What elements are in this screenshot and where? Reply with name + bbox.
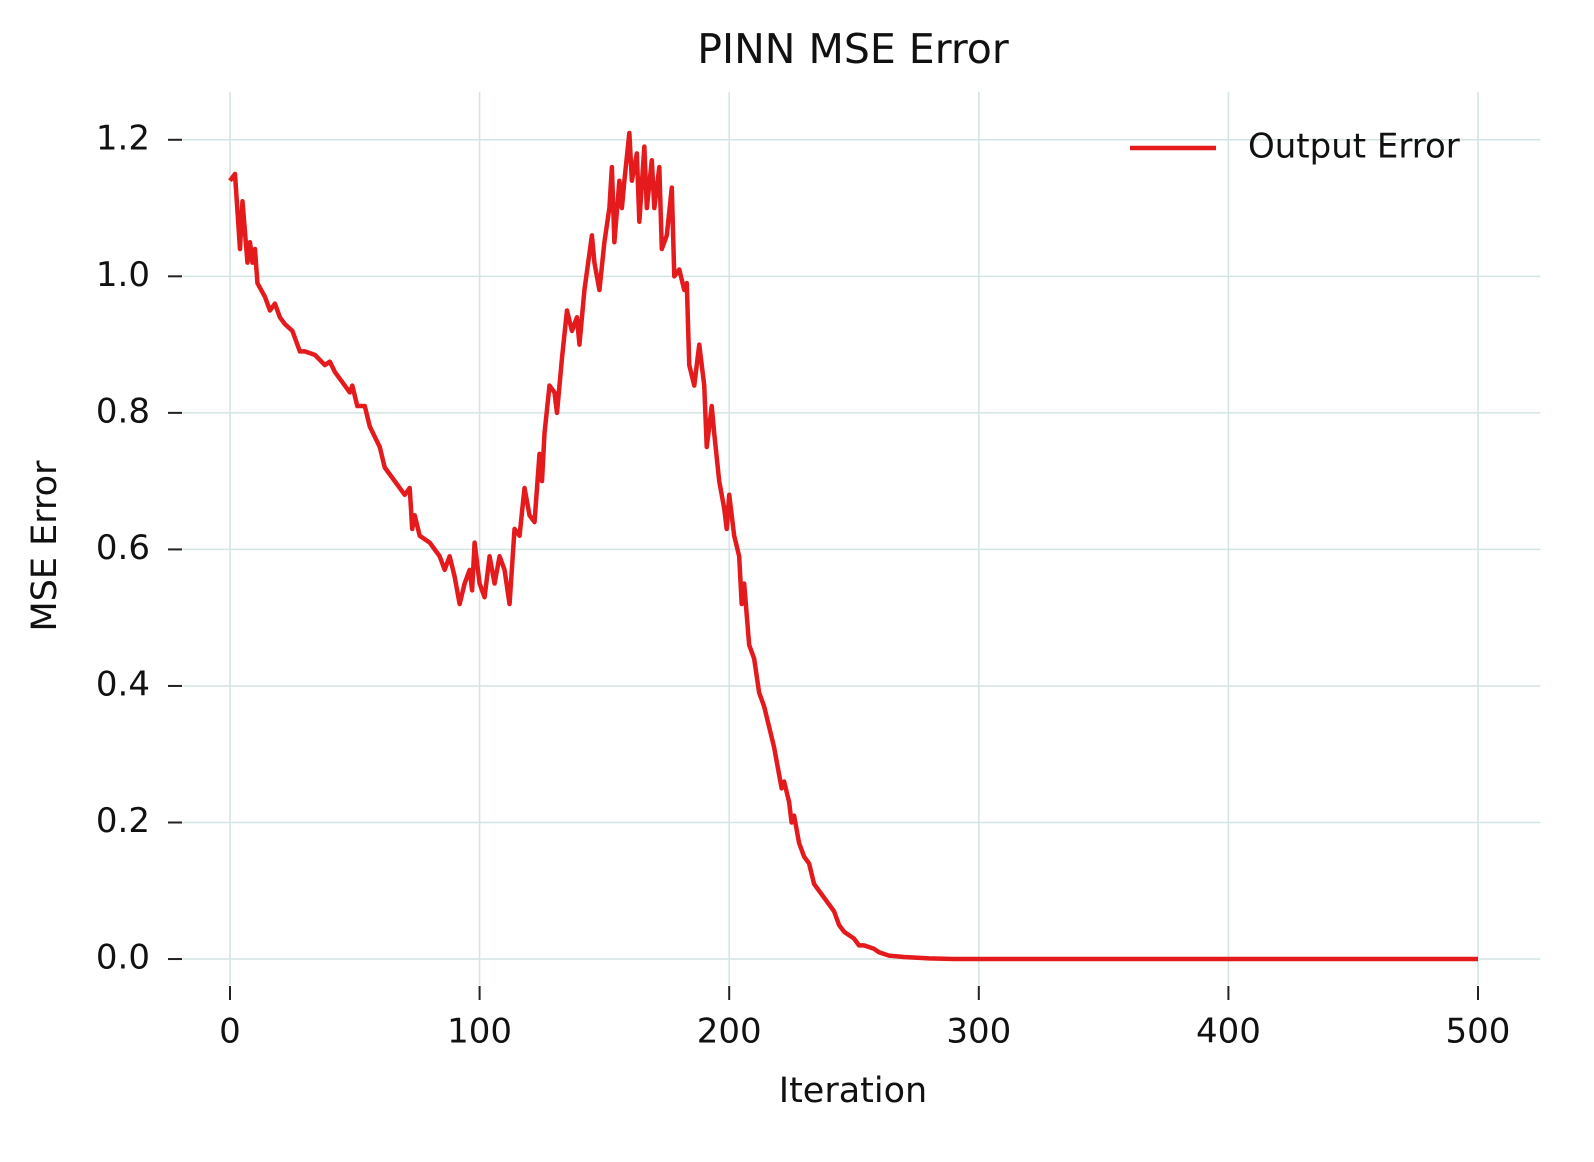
x-tick-label: 500 [1446, 1012, 1511, 1052]
chart-title: PINN MSE Error [697, 25, 1009, 73]
data-line [228, 130, 1478, 962]
x-tick-label: 100 [447, 1012, 512, 1052]
x-tick-label: 300 [946, 1012, 1011, 1052]
x-axis-label: Iteration [779, 1071, 927, 1111]
y-tick-label: 0.2 [96, 801, 150, 841]
x-tick-label: 400 [1196, 1012, 1261, 1052]
y-tick-label: 0.4 [96, 664, 150, 704]
y-tick-label: 0.0 [96, 938, 150, 978]
y-tick-label: 0.6 [96, 528, 150, 568]
y-tick-label: 1.2 [96, 118, 150, 158]
x-tick-label: 0 [219, 1012, 241, 1052]
y-tick-label: 1.0 [96, 255, 150, 295]
x-tick-label: 200 [697, 1012, 762, 1052]
y-axis-label: MSE Error [25, 460, 65, 632]
y-tick-label: 0.8 [96, 391, 150, 431]
legend-label: Output Error [1248, 127, 1460, 167]
